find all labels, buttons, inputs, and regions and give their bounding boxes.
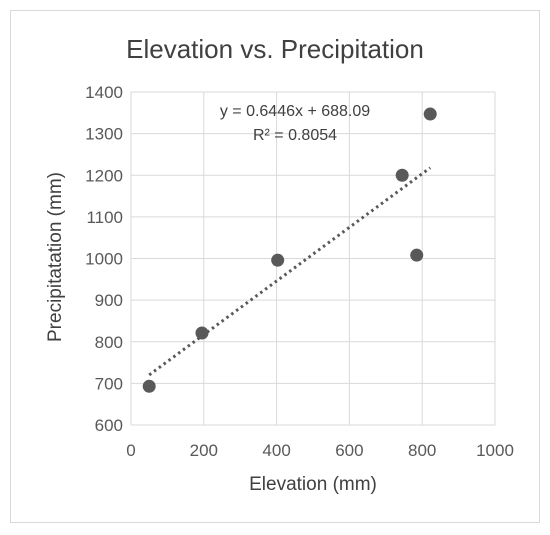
data-point [271, 253, 285, 267]
y-tick-label: 700 [95, 374, 123, 393]
data-point [395, 168, 409, 182]
data-points [142, 107, 437, 393]
chart-frame [10, 10, 540, 523]
data-point [195, 326, 209, 340]
r-squared-label: R² = 0.8054 [253, 127, 337, 144]
x-tick-labels: 0 200 400 600 800 1000 [126, 441, 514, 460]
y-tick-label: 1300 [85, 125, 123, 144]
y-tick-label: 1100 [86, 208, 123, 227]
x-tick-label: 1000 [476, 441, 514, 460]
y-tick-label: 1000 [85, 250, 123, 269]
trendline [148, 166, 432, 377]
y-tick-label: 800 [95, 333, 123, 352]
x-tick-label: 0 [126, 441, 135, 460]
x-tick-label: 600 [335, 441, 363, 460]
trendline-equation: y = 0.6446x + 688.09 [220, 103, 370, 120]
chart-title: Elevation vs. Precipitation [126, 34, 424, 64]
data-point [142, 379, 156, 393]
x-axis-title: Elevation (mm) [249, 474, 377, 495]
gridlines [130, 91, 496, 426]
x-tick-label: 200 [190, 441, 218, 460]
y-axis-title: Precipitatation (mm) [45, 172, 66, 342]
y-tick-label: 1400 [85, 83, 123, 102]
y-tick-label: 900 [95, 291, 123, 310]
y-tick-labels: 600 700 800 900 1000 1100 1200 1300 1400 [85, 83, 123, 435]
y-tick-label: 600 [95, 416, 123, 435]
x-tick-label: 400 [262, 441, 290, 460]
y-tick-label: 1200 [85, 166, 123, 185]
x-tick-label: 800 [408, 441, 436, 460]
trendline-group [148, 166, 432, 377]
data-point [410, 248, 424, 262]
data-point [423, 107, 437, 121]
